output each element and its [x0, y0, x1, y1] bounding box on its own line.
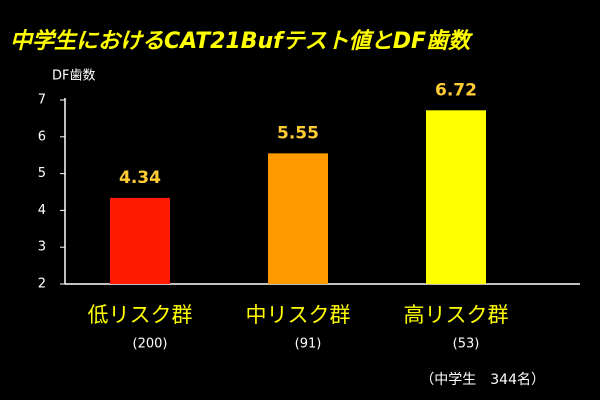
y-tick-label: 7: [38, 93, 46, 108]
x-tick-label: 中リスク群: [246, 303, 351, 327]
x-tick-label: 高リスク群: [404, 303, 509, 327]
x-tick-label: 低リスク群: [88, 303, 193, 327]
y-tick-label: 4: [38, 203, 46, 218]
data-label: 5.55: [277, 123, 319, 143]
bar: [110, 197, 170, 284]
bar: [268, 153, 328, 284]
note: （中学生 344名）: [420, 372, 545, 388]
bar: [426, 110, 486, 284]
data-label: 4.34: [119, 168, 161, 188]
y-axis-label: DF歯数: [52, 69, 96, 84]
data-label: 6.72: [435, 80, 477, 100]
category-note: (91): [295, 337, 322, 352]
y-tick-label: 5: [38, 166, 46, 181]
y-tick-label: 3: [38, 240, 46, 255]
category-note: (200): [133, 337, 168, 352]
y-tick-label: 6: [38, 129, 46, 144]
chart-title: 中学生におけるCAT21Bufテスト値とDF歯数: [10, 28, 473, 54]
y-tick-label: 2: [38, 277, 46, 292]
category-note: (53): [453, 337, 480, 352]
